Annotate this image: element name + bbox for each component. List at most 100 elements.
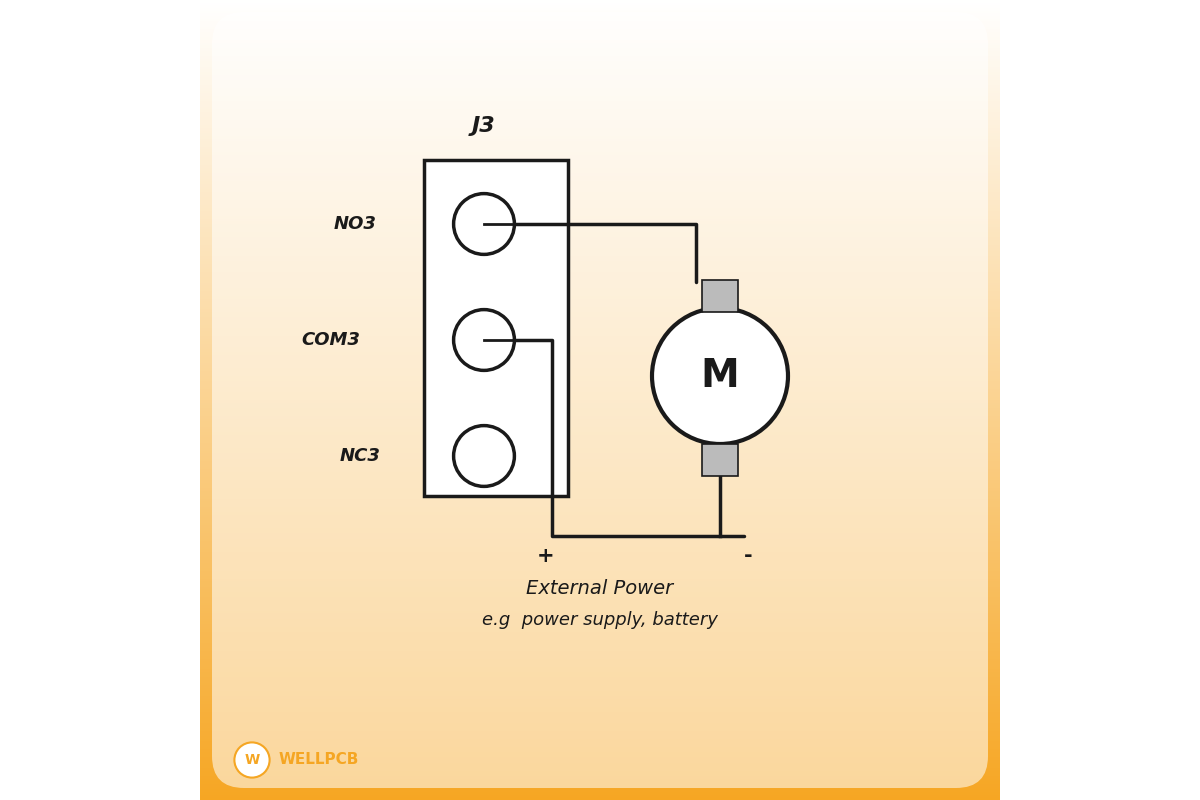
- Bar: [200, 272, 1000, 274]
- Bar: [200, 106, 1000, 110]
- Bar: [200, 698, 1000, 702]
- Bar: [200, 122, 1000, 126]
- Bar: [200, 782, 1000, 784]
- Bar: [200, 648, 1000, 650]
- Bar: [200, 354, 1000, 358]
- Bar: [200, 490, 1000, 494]
- Bar: [200, 160, 1000, 162]
- Bar: [200, 638, 1000, 640]
- Bar: [200, 150, 1000, 152]
- Bar: [200, 250, 1000, 254]
- Bar: [200, 264, 1000, 266]
- Bar: [200, 310, 1000, 312]
- Bar: [200, 454, 1000, 456]
- Bar: [200, 440, 1000, 442]
- Bar: [200, 552, 1000, 554]
- Bar: [200, 446, 1000, 448]
- Bar: [200, 312, 1000, 314]
- Bar: [200, 416, 1000, 418]
- Circle shape: [454, 310, 515, 370]
- Bar: [200, 336, 1000, 338]
- Bar: [200, 776, 1000, 778]
- Bar: [200, 426, 1000, 430]
- Bar: [200, 8, 1000, 10]
- Bar: [200, 450, 1000, 454]
- Bar: [200, 130, 1000, 134]
- Bar: [200, 242, 1000, 246]
- Bar: [200, 42, 1000, 46]
- Bar: [200, 352, 1000, 354]
- Bar: [200, 496, 1000, 498]
- Bar: [200, 630, 1000, 632]
- Bar: [200, 110, 1000, 112]
- Bar: [200, 670, 1000, 672]
- Bar: [200, 674, 1000, 678]
- Bar: [200, 486, 1000, 488]
- Bar: [200, 536, 1000, 538]
- Bar: [200, 408, 1000, 410]
- Bar: [200, 702, 1000, 704]
- Circle shape: [454, 194, 515, 254]
- Text: e.g  power supply, battery: e.g power supply, battery: [482, 611, 718, 629]
- Bar: [200, 266, 1000, 270]
- Bar: [200, 686, 1000, 688]
- Bar: [200, 650, 1000, 654]
- Bar: [200, 658, 1000, 662]
- Bar: [200, 154, 1000, 158]
- Bar: [200, 602, 1000, 606]
- Bar: [200, 224, 1000, 226]
- Bar: [200, 546, 1000, 550]
- Bar: [200, 54, 1000, 56]
- Bar: [200, 798, 1000, 800]
- Bar: [200, 214, 1000, 216]
- Bar: [200, 504, 1000, 506]
- Bar: [200, 774, 1000, 776]
- Bar: [200, 22, 1000, 24]
- Bar: [200, 770, 1000, 774]
- Bar: [200, 538, 1000, 542]
- Bar: [200, 378, 1000, 382]
- Bar: [200, 326, 1000, 328]
- Bar: [200, 566, 1000, 568]
- Bar: [200, 512, 1000, 514]
- Bar: [200, 342, 1000, 344]
- Bar: [200, 726, 1000, 728]
- Bar: [200, 314, 1000, 318]
- Bar: [200, 754, 1000, 758]
- Bar: [200, 632, 1000, 634]
- Bar: [200, 258, 1000, 262]
- Bar: [200, 578, 1000, 582]
- Bar: [200, 114, 1000, 118]
- Bar: [200, 26, 1000, 30]
- Bar: [200, 534, 1000, 536]
- Bar: [200, 56, 1000, 58]
- Bar: [200, 190, 1000, 192]
- Bar: [200, 558, 1000, 560]
- Bar: [200, 16, 1000, 18]
- Bar: [200, 344, 1000, 346]
- Bar: [200, 574, 1000, 576]
- Bar: [200, 158, 1000, 160]
- Bar: [200, 318, 1000, 320]
- Text: External Power: External Power: [527, 578, 673, 598]
- Bar: [200, 210, 1000, 214]
- Bar: [200, 718, 1000, 720]
- Bar: [200, 232, 1000, 234]
- Bar: [200, 90, 1000, 94]
- Bar: [200, 584, 1000, 586]
- Bar: [200, 200, 1000, 202]
- Bar: [200, 656, 1000, 658]
- Bar: [200, 328, 1000, 330]
- Bar: [200, 728, 1000, 730]
- Bar: [200, 374, 1000, 376]
- Bar: [200, 664, 1000, 666]
- Bar: [200, 432, 1000, 434]
- Bar: [200, 608, 1000, 610]
- Bar: [200, 46, 1000, 48]
- Bar: [200, 654, 1000, 656]
- Text: -: -: [744, 546, 752, 566]
- Bar: [200, 72, 1000, 74]
- Bar: [200, 434, 1000, 438]
- Bar: [200, 738, 1000, 742]
- Bar: [200, 290, 1000, 294]
